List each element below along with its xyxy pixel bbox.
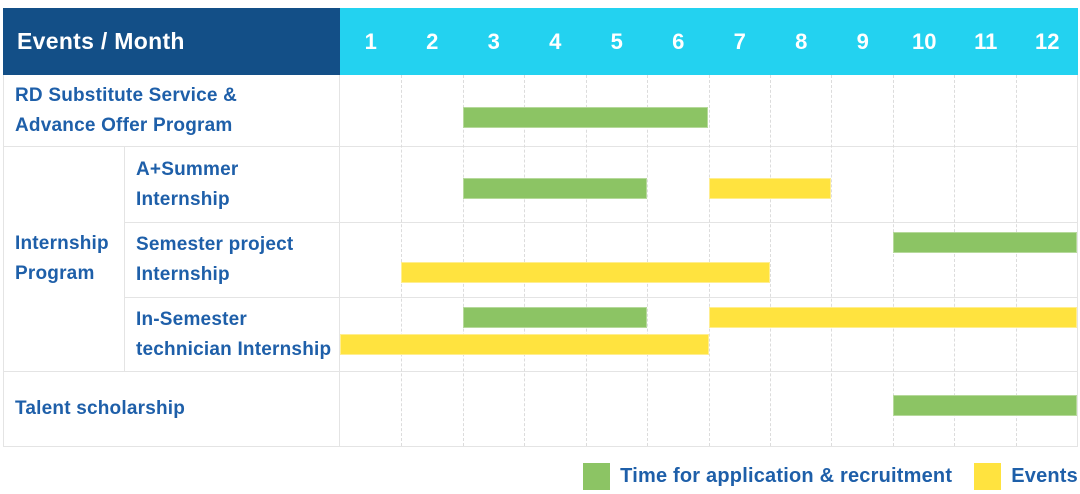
gantt-bar-green [892,232,1077,253]
row-label-line: A+Summer [136,158,239,180]
row-label-line: Semester project [136,234,294,255]
legend-yellow-swatch [974,462,1002,490]
month-label-4: 4 [549,28,562,54]
month-gridline [892,75,894,446]
month-gridline [585,75,587,446]
gantt-bar-green [892,395,1077,416]
group-label-line: Program [15,263,95,284]
month-gridline [524,75,526,446]
month-label-1: 1 [364,28,377,54]
table-row-3: Semester project Internship [4,222,1077,297]
table-row-5: Talent scholarship [4,371,1077,446]
month-label-3: 3 [487,28,500,54]
month-gridline [708,75,710,446]
row-label: A+Summer Internship [4,147,340,222]
row-label-line: In-Semester [136,308,247,330]
legend-green-swatch [583,462,611,490]
gantt-bar-yellow [708,307,1077,328]
row-label-line: Talent scholarship [15,398,186,419]
month-label-12: 12 [1035,28,1060,54]
row-timeline [340,223,1077,297]
legend-yellow-label: Events [1011,464,1078,487]
row-label-line: RD Substitute Service & [15,84,238,106]
month-gridline [401,75,403,446]
events-month-table: Events / Month 1 2 3 4 5 6 7 8 9 10 11 12 RD Substi… [3,8,1078,447]
chart-body: RD Substitute Service & Advance Offer Pro… [3,75,1078,447]
month-gridline [769,75,771,446]
month-gridline [462,75,464,446]
month-header-row: 1 2 3 4 5 6 7 8 9 10 11 12 [340,8,1078,75]
row-timeline [340,75,1077,146]
table-row-2: A+Summer Internship [4,146,1077,222]
month-label-6: 6 [672,28,685,54]
group-cell-internship-program: Internship Program [4,147,125,371]
month-label-9: 9 [856,28,869,54]
gantt-bar-yellow [401,262,770,283]
row-timeline [340,372,1077,446]
row-label: Semester project Internship [4,223,340,297]
row-timeline [340,298,1077,371]
month-label-5: 5 [610,28,623,54]
legend-green-label: Time for application & recruitment [620,464,953,487]
legend: Time for application & recruitment Event… [583,461,1078,491]
gantt-bar-green [462,307,648,328]
row-timeline [340,147,1077,222]
table-header-row: Events / Month 1 2 3 4 5 6 7 8 9 10 11 12 [3,8,1078,75]
month-label-8: 8 [795,28,808,54]
gantt-bar-green [462,107,709,128]
row-label: In-Semester technician Internship [4,298,340,371]
table-row-1: RD Substitute Service & Advance Offer Pro… [4,75,1077,146]
month-gridline [1015,75,1017,446]
group-label-line: Internship [15,233,109,254]
month-label-10: 10 [912,28,937,54]
month-label-2: 2 [426,28,439,54]
month-gridline [954,75,956,446]
row-label: RD Substitute Service & Advance Offer Pro… [4,75,340,146]
month-label-11: 11 [974,28,998,54]
events-month-header-cell: Events / Month [3,8,340,75]
row-label-line: Internship [136,188,230,210]
table-title: Events / Month [17,28,185,54]
month-label-7: 7 [733,28,746,54]
month-gridline [647,75,649,446]
gantt-bar-green [462,178,648,199]
month-gridline [831,75,833,446]
gantt-bar-yellow [708,178,832,199]
row-label-line: technician Internship [136,338,332,360]
gantt-bar-yellow [340,334,709,355]
row-label-line: Advance Offer Program [15,114,233,136]
row-label-line: Internship [136,264,230,285]
row-label: Talent scholarship [4,372,340,446]
table-row-4: In-Semester technician Internship [4,297,1077,371]
